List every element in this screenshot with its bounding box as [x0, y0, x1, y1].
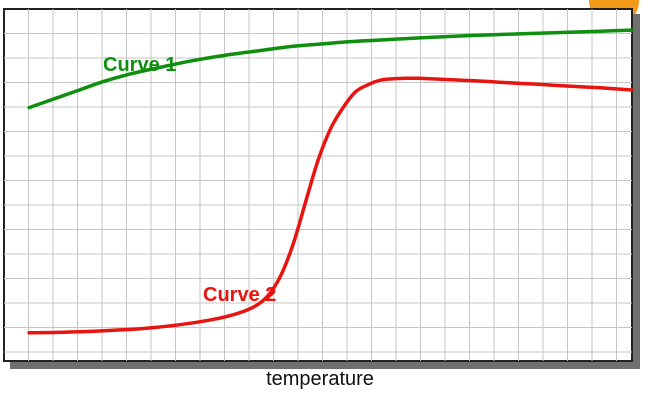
line-chart: Curve 1 Curve 2	[3, 8, 634, 362]
label-layer: Curve 1 Curve 2	[103, 54, 276, 306]
series-line-curve-2	[27, 76, 634, 335]
curve-1-label: Curve 1	[103, 54, 176, 76]
x-axis-title: temperature	[266, 368, 374, 390]
series-line-curve-1	[27, 28, 634, 110]
curve-2-label: Curve 2	[203, 284, 276, 306]
series-layer	[27, 28, 634, 335]
plot-area	[3, 8, 633, 362]
